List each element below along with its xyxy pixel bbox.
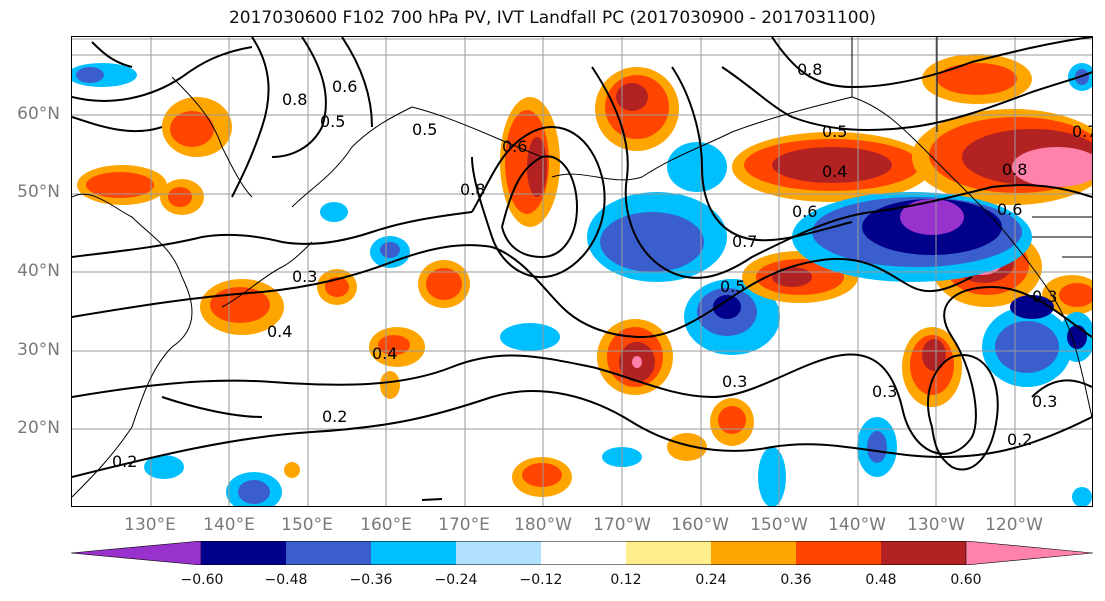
lon-label: 140°W [828, 515, 886, 535]
contour-label: 0.5 [720, 277, 745, 296]
contour-label: 0.6 [792, 202, 817, 221]
lat-label: 30°N [17, 340, 60, 360]
colorbar-segment [711, 541, 796, 565]
contour-label: 0.3 [872, 382, 897, 401]
contour-label: 0.8 [460, 180, 485, 199]
contour-label: 0.2 [1007, 430, 1032, 449]
lon-label: 160°E [360, 515, 412, 535]
contour-label: 0.4 [372, 344, 397, 363]
contour-lines [72, 37, 1092, 501]
contour-label: 0.3 [1032, 287, 1057, 306]
colorbar-tick-label: 0.48 [865, 572, 897, 588]
colorbar-tick-label: −0.24 [434, 572, 478, 588]
colorbar-segment [371, 541, 456, 565]
contour-label: 0.4 [822, 162, 847, 181]
coastlines [72, 37, 1092, 498]
map-canvas: 0.8 0.6 0.5 0.5 0.8 0.6 0.8 0.5 0.4 0.6 … [72, 37, 1092, 506]
contour-label: 0.3 [292, 267, 317, 286]
colorbar-segment [626, 541, 711, 565]
colorbar-segment [965, 540, 1094, 566]
colorbar-tick-label: −0.12 [519, 572, 563, 588]
colorbar-tick-label: −0.36 [349, 572, 393, 588]
colorbar-tick-label: 0.24 [695, 572, 727, 588]
lon-label: 150°E [281, 515, 333, 535]
colorbar-tick-label: −0.60 [180, 572, 224, 588]
lon-label: 180°W [514, 515, 572, 535]
lat-label: 20°N [17, 418, 60, 438]
colorbar-segment [881, 541, 966, 565]
contour-label: 0.5 [412, 120, 437, 139]
contour-label: 0.7 [732, 232, 757, 251]
contour-label: 0.4 [267, 322, 292, 341]
contour-label: 0.2 [322, 407, 347, 426]
lat-label: 60°N [17, 104, 60, 124]
contour-label: 0.2 [112, 452, 137, 471]
colorbar-segment [456, 541, 541, 565]
lon-label: 170°W [593, 515, 651, 535]
contour-label: 0.8 [282, 90, 307, 109]
colorbar-segment [541, 541, 626, 565]
colorbar-tick-label: 0.60 [950, 572, 982, 588]
colorbar-tick-label: 0.36 [780, 572, 812, 588]
lon-label: 170°E [438, 515, 490, 535]
contour-label: 0.8 [797, 60, 822, 79]
map-title: 2017030600 F102 700 hPa PV, IVT Landfall… [228, 8, 876, 28]
contour-label: 0.6 [502, 137, 527, 156]
colorbar-segment [201, 541, 286, 565]
contour-label: 0.5 [320, 112, 345, 131]
contour-label: 0.7 [1072, 122, 1092, 141]
contour-label: 0.3 [722, 372, 747, 391]
colorbar-segment [796, 541, 881, 565]
lat-label: 50°N [17, 182, 60, 202]
contour-label: 0.6 [997, 200, 1022, 219]
colorbar-tick-label: −0.48 [264, 572, 308, 588]
colorbar [70, 540, 1094, 566]
contour-label-group: 0.8 0.6 0.5 0.5 0.8 0.6 0.8 0.5 0.4 0.6 … [112, 60, 1092, 471]
lon-label: 150°W [750, 515, 808, 535]
lon-label: 140°E [203, 515, 255, 535]
colorbar-segment [286, 541, 371, 565]
colorbar-tick-label: 0.12 [610, 572, 642, 588]
contour-label: 0.8 [1002, 160, 1027, 179]
graticule [72, 37, 1092, 506]
contour-label: 0.3 [1032, 392, 1057, 411]
contour-label: 0.5 [822, 122, 847, 141]
colorbar-svg [70, 540, 1094, 566]
lon-label: 160°W [671, 515, 729, 535]
lon-label: 130°E [124, 515, 176, 535]
lon-label: 130°W [907, 515, 965, 535]
colorbar-segment [70, 540, 202, 566]
map-panel: 0.8 0.6 0.5 0.5 0.8 0.6 0.8 0.5 0.4 0.6 … [71, 36, 1093, 507]
contour-label: 0.6 [332, 77, 357, 96]
lon-label: 120°W [985, 515, 1043, 535]
lat-label: 40°N [17, 261, 60, 281]
